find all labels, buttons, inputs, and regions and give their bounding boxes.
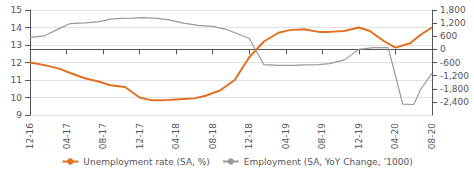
svg-text:04-19: 04-19 — [281, 123, 291, 149]
svg-text:12-19: 12-19 — [354, 123, 364, 149]
svg-text:-600: -600 — [440, 58, 461, 68]
svg-text:Unemployment rate (SA, %): Unemployment rate (SA, %) — [83, 157, 210, 167]
svg-text:-2,400: -2,400 — [440, 97, 469, 107]
svg-text:0: 0 — [440, 44, 446, 54]
svg-text:11: 11 — [11, 75, 22, 85]
svg-text:08-18: 08-18 — [208, 123, 218, 149]
svg-text:Employment (SA, YoY Change, ’1: Employment (SA, YoY Change, ’1000) — [244, 157, 413, 167]
svg-text:14: 14 — [11, 23, 23, 33]
svg-text:04-17: 04-17 — [62, 123, 72, 149]
svg-text:9: 9 — [16, 110, 22, 120]
svg-text:08-17: 08-17 — [98, 123, 108, 149]
svg-text:1,200: 1,200 — [440, 18, 466, 28]
svg-text:12-16: 12-16 — [25, 123, 35, 149]
svg-text:04-18: 04-18 — [171, 123, 181, 149]
svg-text:08-19: 08-19 — [317, 123, 327, 149]
svg-text:08-20: 08-20 — [427, 123, 437, 149]
svg-text:04-20: 04-20 — [390, 123, 400, 149]
svg-text:1,800: 1,800 — [440, 5, 466, 15]
svg-text:10: 10 — [11, 93, 23, 103]
svg-text:12-17: 12-17 — [135, 123, 145, 149]
svg-text:15: 15 — [11, 5, 22, 15]
svg-text:12-18: 12-18 — [244, 123, 254, 149]
svg-text:13: 13 — [11, 40, 22, 50]
svg-text:12: 12 — [11, 58, 22, 68]
svg-text:600: 600 — [440, 31, 457, 41]
svg-text:-1,200: -1,200 — [440, 71, 469, 81]
svg-text:-1,800: -1,800 — [440, 84, 469, 94]
